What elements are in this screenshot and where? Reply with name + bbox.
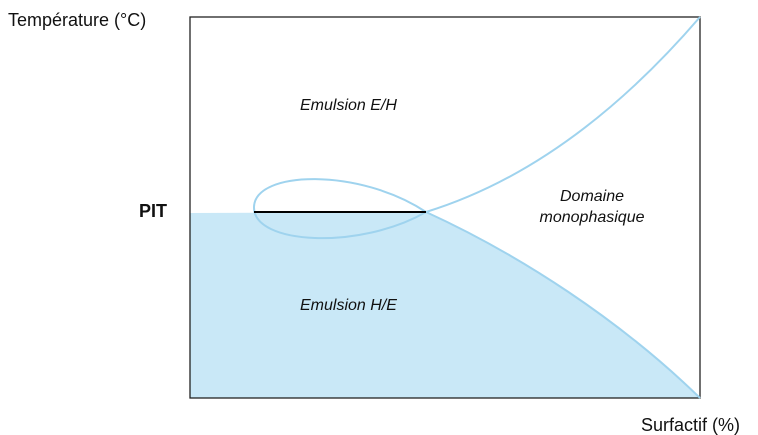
emulsion-he-area [190,212,700,398]
pit-label: PIT [139,201,168,221]
single-phase-line-2: monophasique [539,208,645,226]
lower-boundary-curve [425,211,701,399]
region-label-single-phase: Domaine monophasique [522,187,662,229]
y-axis-title: Température (°C) [8,10,147,30]
x-axis-title: Surfactif (%) [641,415,741,435]
upper-boundary-curve [425,16,701,213]
single-phase-line-1: Domaine [559,188,625,205]
region-label-emulsion-eh: Emulsion E/H [300,97,397,114]
region-label-emulsion-he: Emulsion H/E [300,297,397,314]
plot-frame [189,16,701,399]
phase-loop-curve [252,178,428,240]
